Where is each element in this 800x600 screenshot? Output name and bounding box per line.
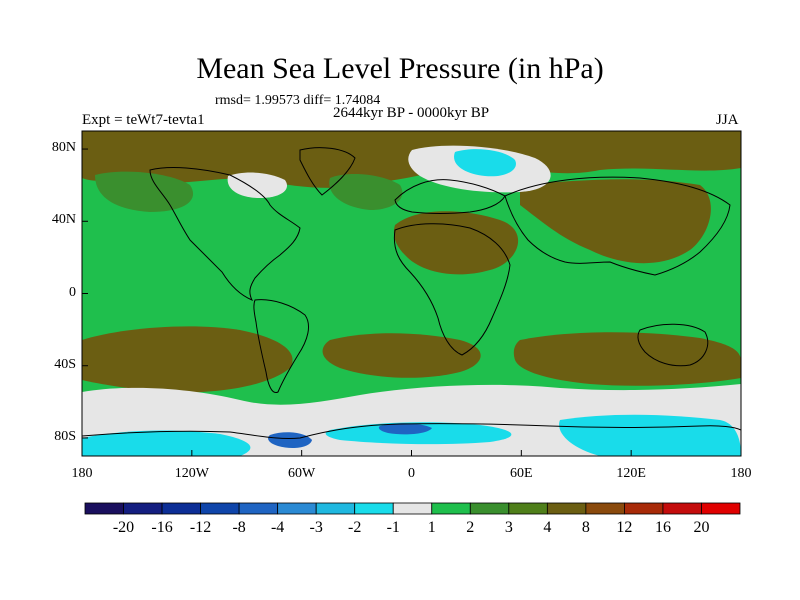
colorbar-label: -4 xyxy=(270,519,285,536)
y-tick-label: 80N xyxy=(51,140,76,156)
colorbar-label: -20 xyxy=(112,519,135,536)
africa-coast xyxy=(393,223,511,356)
colorbar-label: 2 xyxy=(466,519,475,536)
colorbar-swatch xyxy=(84,502,124,515)
asia-high xyxy=(520,179,711,264)
colorbar-swatch xyxy=(624,502,664,515)
y-tick-label: 40N xyxy=(51,212,76,228)
north-america-coast xyxy=(149,167,301,301)
south-america-coast xyxy=(253,299,309,394)
colorbar-swatch xyxy=(508,502,548,515)
colorbar-swatch xyxy=(546,502,587,515)
colorbar-label: 8 xyxy=(581,519,590,536)
season-label: JJA xyxy=(716,112,739,128)
x-tick-label: 180 xyxy=(730,466,752,481)
asia-coast xyxy=(504,176,731,276)
period-label: 2644kyr BP - 0000kyr BP xyxy=(332,105,490,121)
colorbar-label: 20 xyxy=(693,519,710,536)
europe-coast xyxy=(394,179,506,214)
colorbar-swatch xyxy=(200,502,240,515)
antarctic-cyan xyxy=(559,414,741,456)
colorbar-label: 4 xyxy=(543,519,552,536)
colorbar-label: -3 xyxy=(309,519,323,536)
x-tick-label: 180 xyxy=(71,466,93,481)
experiment-label: Expt = teWt7-tevta1 xyxy=(82,112,205,128)
colorbar-label: 3 xyxy=(504,519,513,536)
y-tick-label: 0 xyxy=(69,284,76,300)
x-tick-label: 120E xyxy=(616,466,646,481)
weddell-core xyxy=(268,432,312,448)
colorbar-swatch xyxy=(315,502,356,515)
barents-core xyxy=(454,149,516,177)
colorbar-swatch xyxy=(469,502,510,515)
colorbar-swatch xyxy=(392,502,433,515)
sahara-high xyxy=(393,211,519,275)
map-title: Mean Sea Level Pressure (in hPa) xyxy=(196,52,604,85)
weddell-core xyxy=(378,423,432,435)
southern-pacific-high xyxy=(82,326,293,393)
north-atlantic-high xyxy=(329,174,403,210)
greenland-low xyxy=(227,172,288,198)
stats-text: rmsd= 1.99573 diff= 1.74084 xyxy=(215,93,381,108)
antarctica-coast xyxy=(82,423,741,440)
colorbar-label: 16 xyxy=(654,519,671,536)
colorbar-swatch xyxy=(123,502,163,515)
pressure-field xyxy=(82,131,741,456)
colorbar-swatch xyxy=(662,502,702,515)
colorbar-label: 12 xyxy=(616,519,633,536)
colorbar-swatch xyxy=(238,502,279,515)
y-tick-label: 40S xyxy=(54,356,76,372)
colorbar-label: -16 xyxy=(151,519,173,536)
colorbar-swatch xyxy=(585,502,625,515)
southern-atlantic-high xyxy=(322,333,481,378)
colorbar-swatch xyxy=(277,502,317,515)
x-tick-label: 60W xyxy=(288,466,316,481)
x-tick-label: 0 xyxy=(408,466,415,481)
x-tick-label: 60E xyxy=(510,466,533,481)
australia-coast xyxy=(637,323,709,367)
y-tick-label: 80S xyxy=(54,428,76,444)
colorbar-label: -8 xyxy=(232,519,246,536)
antarctic-cyan xyxy=(82,430,251,456)
colorbar-label: -1 xyxy=(386,519,400,536)
southern-indian-high xyxy=(513,332,741,386)
colorbar-swatch xyxy=(701,502,741,515)
colorbar-swatch xyxy=(354,502,394,515)
colorbar-label: -12 xyxy=(189,519,212,536)
greenland-coast xyxy=(299,147,356,196)
axis-ticks xyxy=(81,148,742,456)
colorbar-swatch xyxy=(161,502,201,515)
x-tick-label: 120W xyxy=(174,466,209,481)
coastlines xyxy=(82,147,741,440)
colorbar-swatch xyxy=(431,502,471,515)
colorbar-label: -2 xyxy=(348,519,362,536)
colorbar xyxy=(84,502,741,515)
colorbar-label: 1 xyxy=(427,519,436,536)
